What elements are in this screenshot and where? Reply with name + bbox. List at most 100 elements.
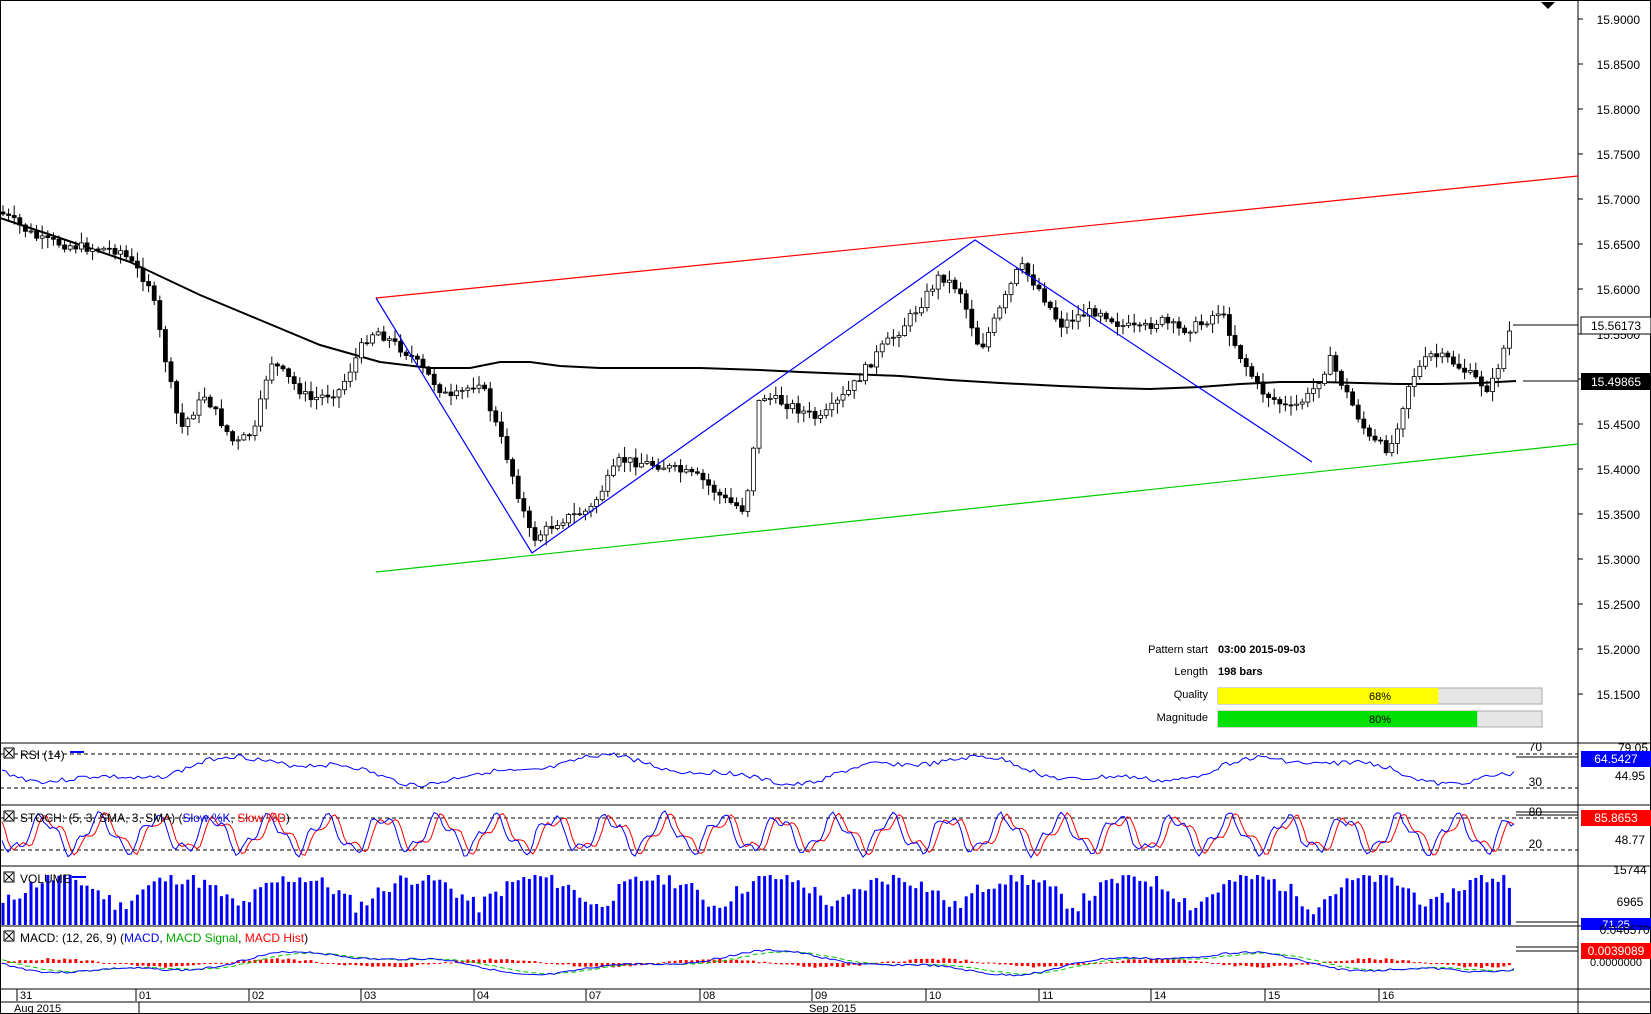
volume-bar	[947, 906, 951, 925]
macd-hist-bar	[309, 960, 313, 963]
volume-bar	[382, 891, 386, 925]
candle-body	[185, 418, 191, 427]
macd-hist-bar	[819, 963, 823, 967]
candle-body	[879, 343, 885, 353]
candle-body	[521, 498, 527, 512]
candle-body	[342, 380, 348, 391]
candle-body	[1227, 314, 1232, 336]
macd-hist-bar	[130, 963, 134, 965]
volume-bar	[908, 885, 912, 925]
volume-bar	[830, 906, 834, 925]
volume-bar	[1395, 885, 1399, 925]
macd-hist-bar	[740, 960, 744, 963]
candle-body	[991, 317, 997, 333]
macd-hist-bar	[1485, 963, 1489, 967]
volume-bar	[225, 894, 229, 925]
volume-bar	[275, 882, 279, 925]
volume-bar	[169, 875, 173, 925]
candle-body	[22, 224, 28, 232]
macd-hist-bar	[51, 959, 55, 963]
macd-hist-bar	[1429, 963, 1433, 964]
candle-body	[17, 217, 23, 226]
volume-bar	[639, 881, 643, 925]
macd-hist-bar	[746, 960, 750, 963]
macd-hist-bar	[499, 959, 503, 963]
volume-bar	[18, 898, 22, 925]
macd-hist-bar	[807, 963, 811, 967]
macd-hist-bar	[1435, 963, 1439, 964]
candle-body	[633, 457, 639, 468]
candle-body	[1053, 307, 1059, 320]
candle-body	[1042, 288, 1047, 303]
volume-bar	[186, 879, 190, 925]
macd-hist-bar	[471, 960, 475, 963]
candle-body	[1193, 321, 1199, 333]
candle-body	[482, 384, 488, 390]
candle-body	[661, 467, 667, 470]
macd-hist-bar	[1412, 962, 1416, 964]
macd-hist-bar	[96, 961, 100, 963]
volume-bar	[1390, 877, 1394, 925]
macd-hist-bar	[1099, 962, 1103, 964]
volume-bar	[320, 877, 324, 925]
candle-body	[1036, 284, 1042, 290]
scroll-indicator-icon[interactable]	[1541, 2, 1555, 9]
candle-body	[919, 307, 924, 314]
candle-body	[263, 379, 269, 400]
macd-hist-bar	[847, 963, 851, 966]
macd-hist-bar	[903, 961, 907, 963]
candle-body	[930, 288, 935, 292]
candle-body	[280, 365, 286, 370]
macd-axis-bottom: 0.0000000	[1590, 957, 1642, 969]
volume-bar	[242, 900, 246, 925]
volume-bar	[1457, 891, 1461, 925]
candle-body	[336, 389, 342, 398]
macd-hist-bar	[1250, 963, 1254, 967]
candle-body	[997, 307, 1003, 319]
candle-body	[504, 436, 510, 460]
volume-bar	[897, 877, 901, 925]
macd-hist-bar	[970, 961, 974, 963]
candle-body	[784, 403, 790, 410]
candle-body	[134, 260, 140, 269]
macd-current-value: 0.0039089	[1588, 944, 1645, 958]
price-tick-label: 15.9000	[1597, 13, 1641, 27]
pattern-start-value: 03:00 2015-09-03	[1218, 644, 1305, 656]
macd-hist-bar	[1003, 963, 1007, 965]
volume-bar	[1468, 879, 1472, 925]
candle-body	[45, 235, 51, 238]
volume-bar	[135, 894, 139, 925]
moving-average-path	[0, 217, 1517, 391]
candle-body	[431, 373, 437, 386]
volume-bar	[712, 905, 716, 925]
volume-bar	[1054, 886, 1058, 925]
volume-bar	[1250, 879, 1254, 925]
candle-body	[599, 490, 605, 501]
volume-bar	[119, 902, 123, 925]
volume-bar	[1110, 878, 1114, 925]
macd-hist-bar	[1367, 958, 1371, 963]
stoch-title: STOCH: (5, 3, SMA, 3, SMA) (Slow %K, Slo…	[20, 811, 290, 825]
volume-bar	[1367, 875, 1371, 925]
candle-body	[1243, 358, 1249, 368]
macd-close-icon	[4, 931, 14, 941]
macd-hist-bar	[751, 960, 755, 963]
volume-bar	[1272, 879, 1276, 925]
stoch-level-low: 20	[1529, 837, 1543, 851]
macd-hist-bar	[68, 959, 72, 963]
day-label: 02	[252, 990, 264, 1002]
volume-bar	[1295, 896, 1299, 925]
volume-bar	[404, 877, 408, 925]
macd-hist-bar	[987, 962, 991, 964]
macd-hist-bar	[1317, 963, 1321, 964]
volume-bar	[718, 907, 722, 925]
candle-body	[1064, 319, 1070, 328]
candle-body	[655, 464, 661, 470]
candle-body	[1098, 312, 1103, 317]
volume-bar	[23, 892, 27, 925]
volume-bar	[1009, 875, 1013, 925]
candle-body	[773, 395, 779, 399]
price-tick-label: 15.6000	[1597, 283, 1641, 297]
macd-hist-bar	[247, 960, 251, 963]
